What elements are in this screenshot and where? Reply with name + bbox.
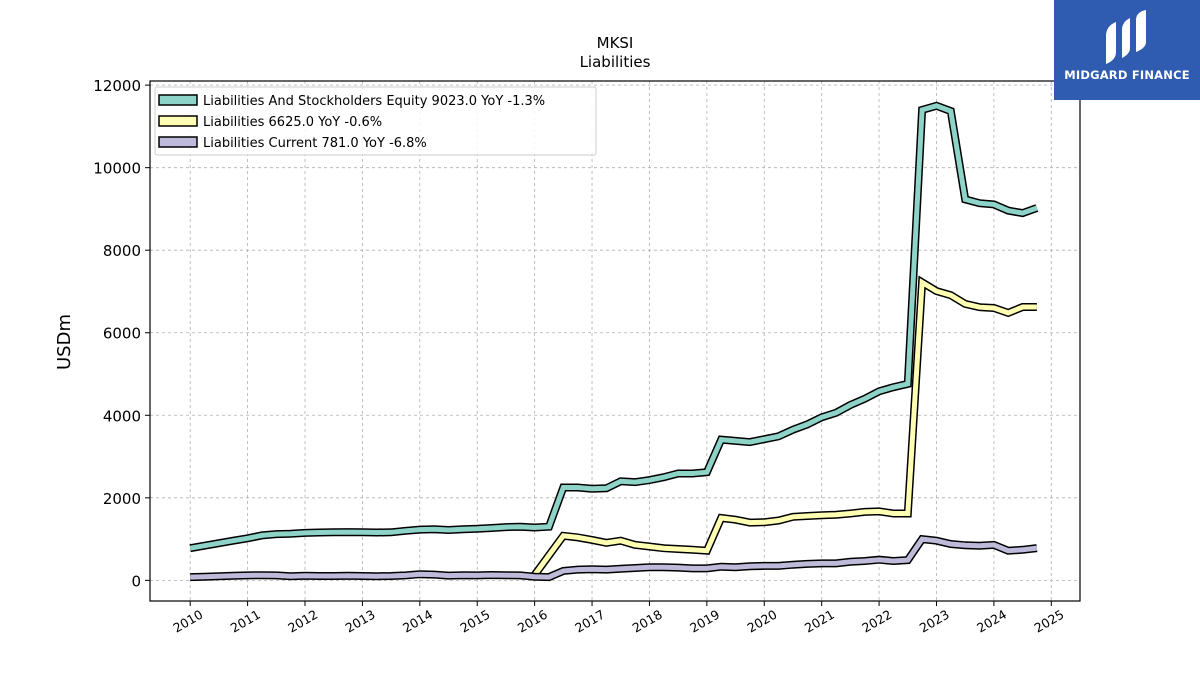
x-tick-label: 2020 xyxy=(744,607,779,636)
x-axis: 2010 2011 2012 2013 2014 2015 2016 2017 2018 2019… xyxy=(170,601,1067,636)
x-tick-label: 2022 xyxy=(859,607,894,636)
y-tick-label: 10000 xyxy=(93,160,141,178)
x-tick-label: 2013 xyxy=(343,607,378,636)
x-tick-label: 2019 xyxy=(687,607,722,636)
x-tick-label: 2025 xyxy=(1032,607,1067,636)
series-line-3 xyxy=(190,536,1038,580)
logo-icon xyxy=(1106,10,1146,64)
legend-swatch-2 xyxy=(158,115,198,127)
x-tick-label: 2023 xyxy=(917,607,952,636)
y-tick-label: 2000 xyxy=(103,490,141,508)
series-line-2 xyxy=(532,278,1037,577)
y-tick-label: 4000 xyxy=(103,407,141,425)
legend-label-1: Liabilities And Stockholders Equity 9023… xyxy=(203,94,545,109)
y-tick-label: 12000 xyxy=(93,77,141,95)
x-tick-label: 2024 xyxy=(974,607,1009,636)
legend-label-2: Liabilities 6625.0 YoY -0.6% xyxy=(203,115,382,130)
y-tick-label: 6000 xyxy=(103,325,141,343)
y-tick-label: 0 xyxy=(131,572,141,590)
legend-swatch-3 xyxy=(158,136,198,148)
chart-title: MKSI xyxy=(597,34,634,52)
logo-text: MIDGARD FINANCE xyxy=(1064,68,1190,82)
chart-subtitle: Liabilities xyxy=(580,53,651,71)
x-tick-label: 2014 xyxy=(400,607,435,636)
x-tick-label: 2010 xyxy=(170,607,205,636)
legend-box xyxy=(154,86,597,156)
plot-frame xyxy=(149,80,1081,602)
x-tick-label: 2011 xyxy=(228,607,263,636)
y-tick-label: 8000 xyxy=(103,242,141,260)
y-axis-label: USDm xyxy=(54,314,75,370)
series-layer xyxy=(189,101,1039,582)
midgard-finance-logo: MIDGARD FINANCE xyxy=(1054,0,1200,100)
x-tick-label: 2018 xyxy=(630,607,665,636)
y-axis: 0 2000 4000 6000 8000 10000 12000 xyxy=(93,77,150,590)
legend-swatch-1 xyxy=(158,94,198,106)
legend-label-3: Liabilities Current 781.0 YoY -6.8% xyxy=(203,136,427,151)
grid xyxy=(150,81,1080,601)
x-tick-label: 2021 xyxy=(802,607,837,636)
x-tick-label: 2017 xyxy=(572,607,607,636)
x-tick-label: 2012 xyxy=(285,607,320,636)
series-line-1 xyxy=(189,103,1038,551)
x-tick-label: 2015 xyxy=(457,607,492,636)
legend: Liabilities And Stockholders Equity 9023… xyxy=(154,86,597,156)
x-tick-label: 2016 xyxy=(515,607,550,636)
